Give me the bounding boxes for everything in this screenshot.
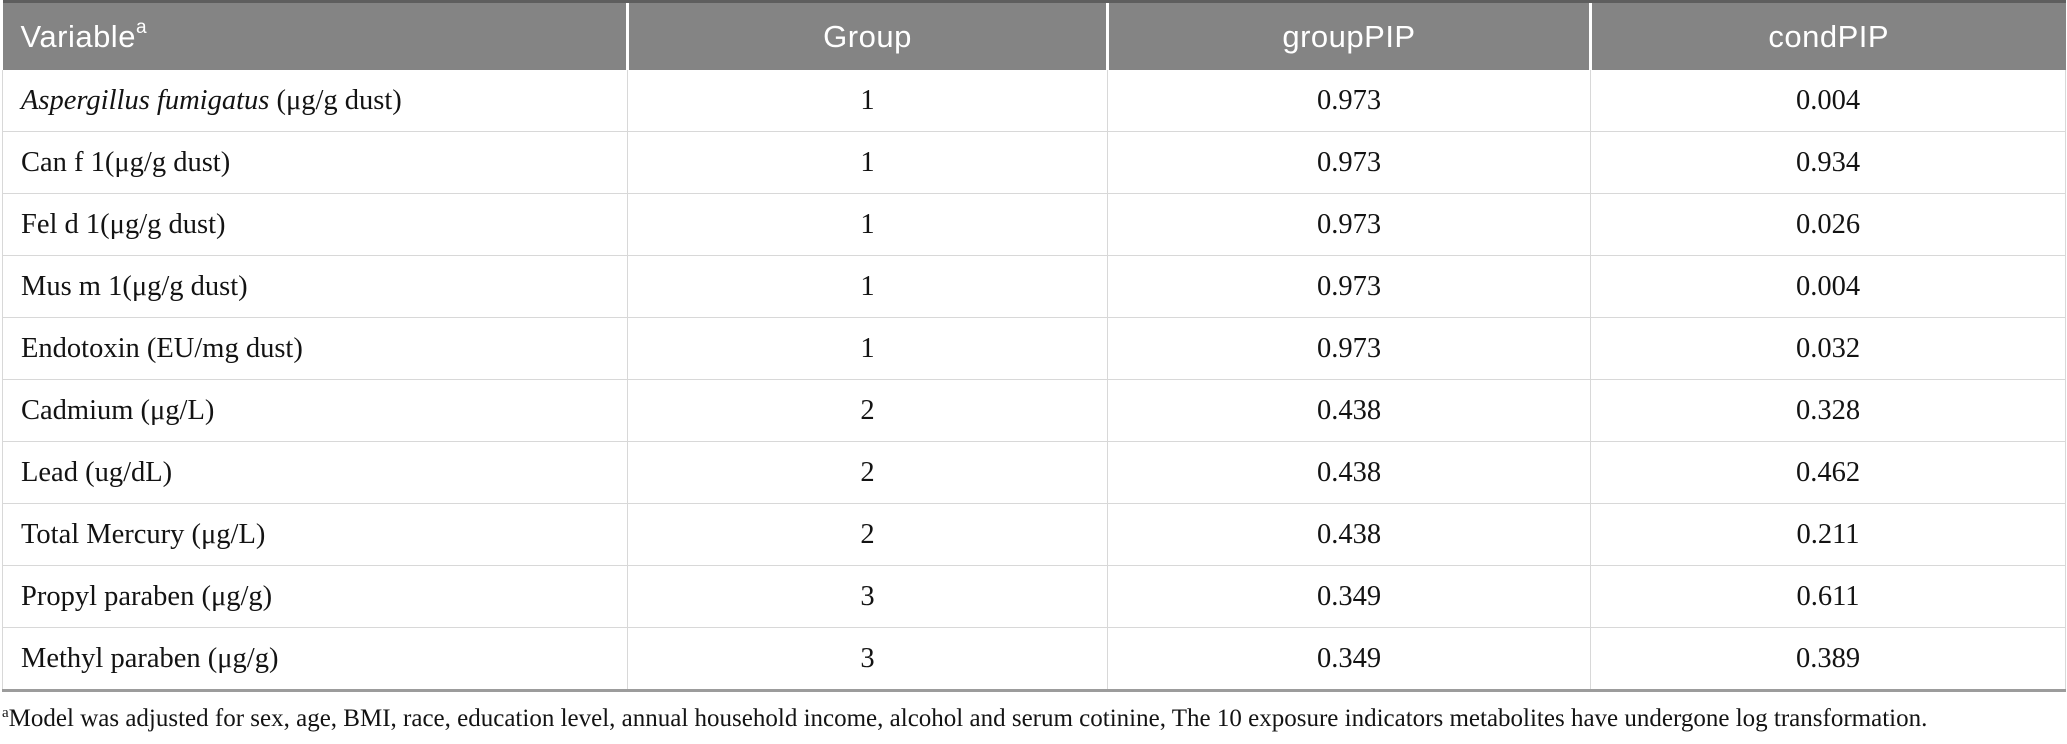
table-row: Propyl paraben (μg/g) 3 0.349 0.611 (2, 565, 2066, 628)
variable-label: Fel d 1(μg/g dust) (21, 208, 226, 240)
variable-cell: Lead (ug/dL) (2, 441, 628, 504)
groupPIP-cell: 0.438 (1107, 379, 1591, 442)
variable-cell: Fel d 1(μg/g dust) (2, 193, 628, 256)
group-cell: 1 (627, 131, 1108, 194)
groupPIP-cell: 0.973 (1107, 255, 1591, 318)
group-cell: 2 (627, 441, 1108, 504)
group-cell: 2 (627, 503, 1108, 566)
variable-label: Cadmium (μg/L) (21, 394, 215, 426)
groupPIP-cell: 0.973 (1107, 193, 1591, 256)
table-row: Fel d 1(μg/g dust) 1 0.973 0.026 (2, 193, 2066, 256)
condPIP-cell: 0.328 (1590, 379, 2066, 442)
variable-label: (μg/g dust) (269, 84, 402, 116)
variable-label: Propyl paraben (μg/g) (21, 580, 273, 612)
table-row: Lead (ug/dL) 2 0.438 0.462 (2, 441, 2066, 504)
variable-cell: Propyl paraben (μg/g) (2, 565, 628, 628)
column-header-groupPIP: groupPIP (1106, 0, 1591, 70)
group-cell: 1 (627, 317, 1108, 380)
table-row: Total Mercury (μg/L) 2 0.438 0.211 (2, 503, 2066, 566)
condPIP-cell: 0.211 (1590, 503, 2066, 566)
condPIP-cell: 0.032 (1590, 317, 2066, 380)
groupPIP-cell: 0.438 (1107, 503, 1591, 566)
condPIP-cell: 0.004 (1590, 255, 2066, 318)
table-row: Can f 1(μg/g dust) 1 0.973 0.934 (2, 131, 2066, 194)
column-header-label: groupPIP (1282, 18, 1416, 54)
group-cell: 1 (627, 255, 1108, 318)
groupPIP-cell: 0.349 (1107, 565, 1591, 628)
column-header-label: condPIP (1768, 18, 1890, 54)
table-row: Mus m 1(μg/g dust) 1 0.973 0.004 (2, 255, 2066, 318)
column-header-condPIP: condPIP (1589, 0, 2066, 70)
condPIP-cell: 0.462 (1590, 441, 2066, 504)
column-header-label: Variable (20, 18, 136, 54)
group-cell: 3 (627, 627, 1108, 692)
table-row: Endotoxin (EU/mg dust) 1 0.973 0.032 (2, 317, 2066, 380)
group-cell: 1 (627, 70, 1108, 132)
variable-label: Endotoxin (EU/mg dust) (21, 332, 303, 364)
group-cell: 1 (627, 193, 1108, 256)
group-cell: 2 (627, 379, 1108, 442)
column-header-group: Group (626, 0, 1108, 70)
condPIP-cell: 0.026 (1590, 193, 2066, 256)
variable-label: Methyl paraben (μg/g) (21, 642, 279, 674)
variable-label: Total Mercury (μg/L) (21, 518, 266, 550)
table-row: Cadmium (μg/L) 2 0.438 0.328 (2, 379, 2066, 442)
variable-cell: Endotoxin (EU/mg dust) (2, 317, 628, 380)
column-header-variable: Variablea (2, 0, 628, 70)
column-header-superscript: a (135, 16, 148, 38)
condPIP-cell: 0.389 (1590, 627, 2066, 692)
header-row: Variablea Group groupPIP condPIP (2, 0, 2066, 70)
groupPIP-cell: 0.973 (1107, 131, 1591, 194)
condPIP-cell: 0.611 (1590, 565, 2066, 628)
condPIP-cell: 0.004 (1590, 70, 2066, 132)
variable-cell: Mus m 1(μg/g dust) (2, 255, 628, 318)
variable-label: Mus m 1(μg/g dust) (21, 270, 248, 302)
table-footnote: aModel was adjusted for sex, age, BMI, r… (2, 702, 2065, 736)
column-header-label: Group (823, 18, 912, 54)
groupPIP-cell: 0.973 (1107, 317, 1591, 380)
groupPIP-cell: 0.438 (1107, 441, 1591, 504)
variable-cell: Cadmium (μg/L) (2, 379, 628, 442)
condPIP-cell: 0.934 (1590, 131, 2066, 194)
table-row: Methyl paraben (μg/g) 3 0.349 0.389 (2, 627, 2066, 692)
variable-label: Can f 1(μg/g dust) (21, 146, 231, 178)
groupPIP-cell: 0.349 (1107, 627, 1591, 692)
table-row: Aspergillus fumigatus (μg/g dust) 1 0.973 0… (2, 70, 2066, 132)
pip-table: Variablea Group groupPIP condPIP Aspergillu… (2, 0, 2066, 692)
variable-cell: Aspergillus fumigatus (μg/g dust) (2, 70, 628, 132)
footnote-text: Model was adjusted for sex, age, BMI, ra… (8, 705, 1928, 732)
variable-label: Lead (ug/dL) (21, 456, 173, 488)
group-cell: 3 (627, 565, 1108, 628)
groupPIP-cell: 0.973 (1107, 70, 1591, 132)
variable-cell: Methyl paraben (μg/g) (2, 627, 628, 692)
variable-cell: Total Mercury (μg/L) (2, 503, 628, 566)
variable-cell: Can f 1(μg/g dust) (2, 131, 628, 194)
footnote-marker: a (2, 705, 9, 721)
table-body: Aspergillus fumigatus (μg/g dust) 1 0.973 0… (2, 70, 2066, 692)
variable-species-italic: Aspergillus fumigatus (21, 84, 270, 116)
